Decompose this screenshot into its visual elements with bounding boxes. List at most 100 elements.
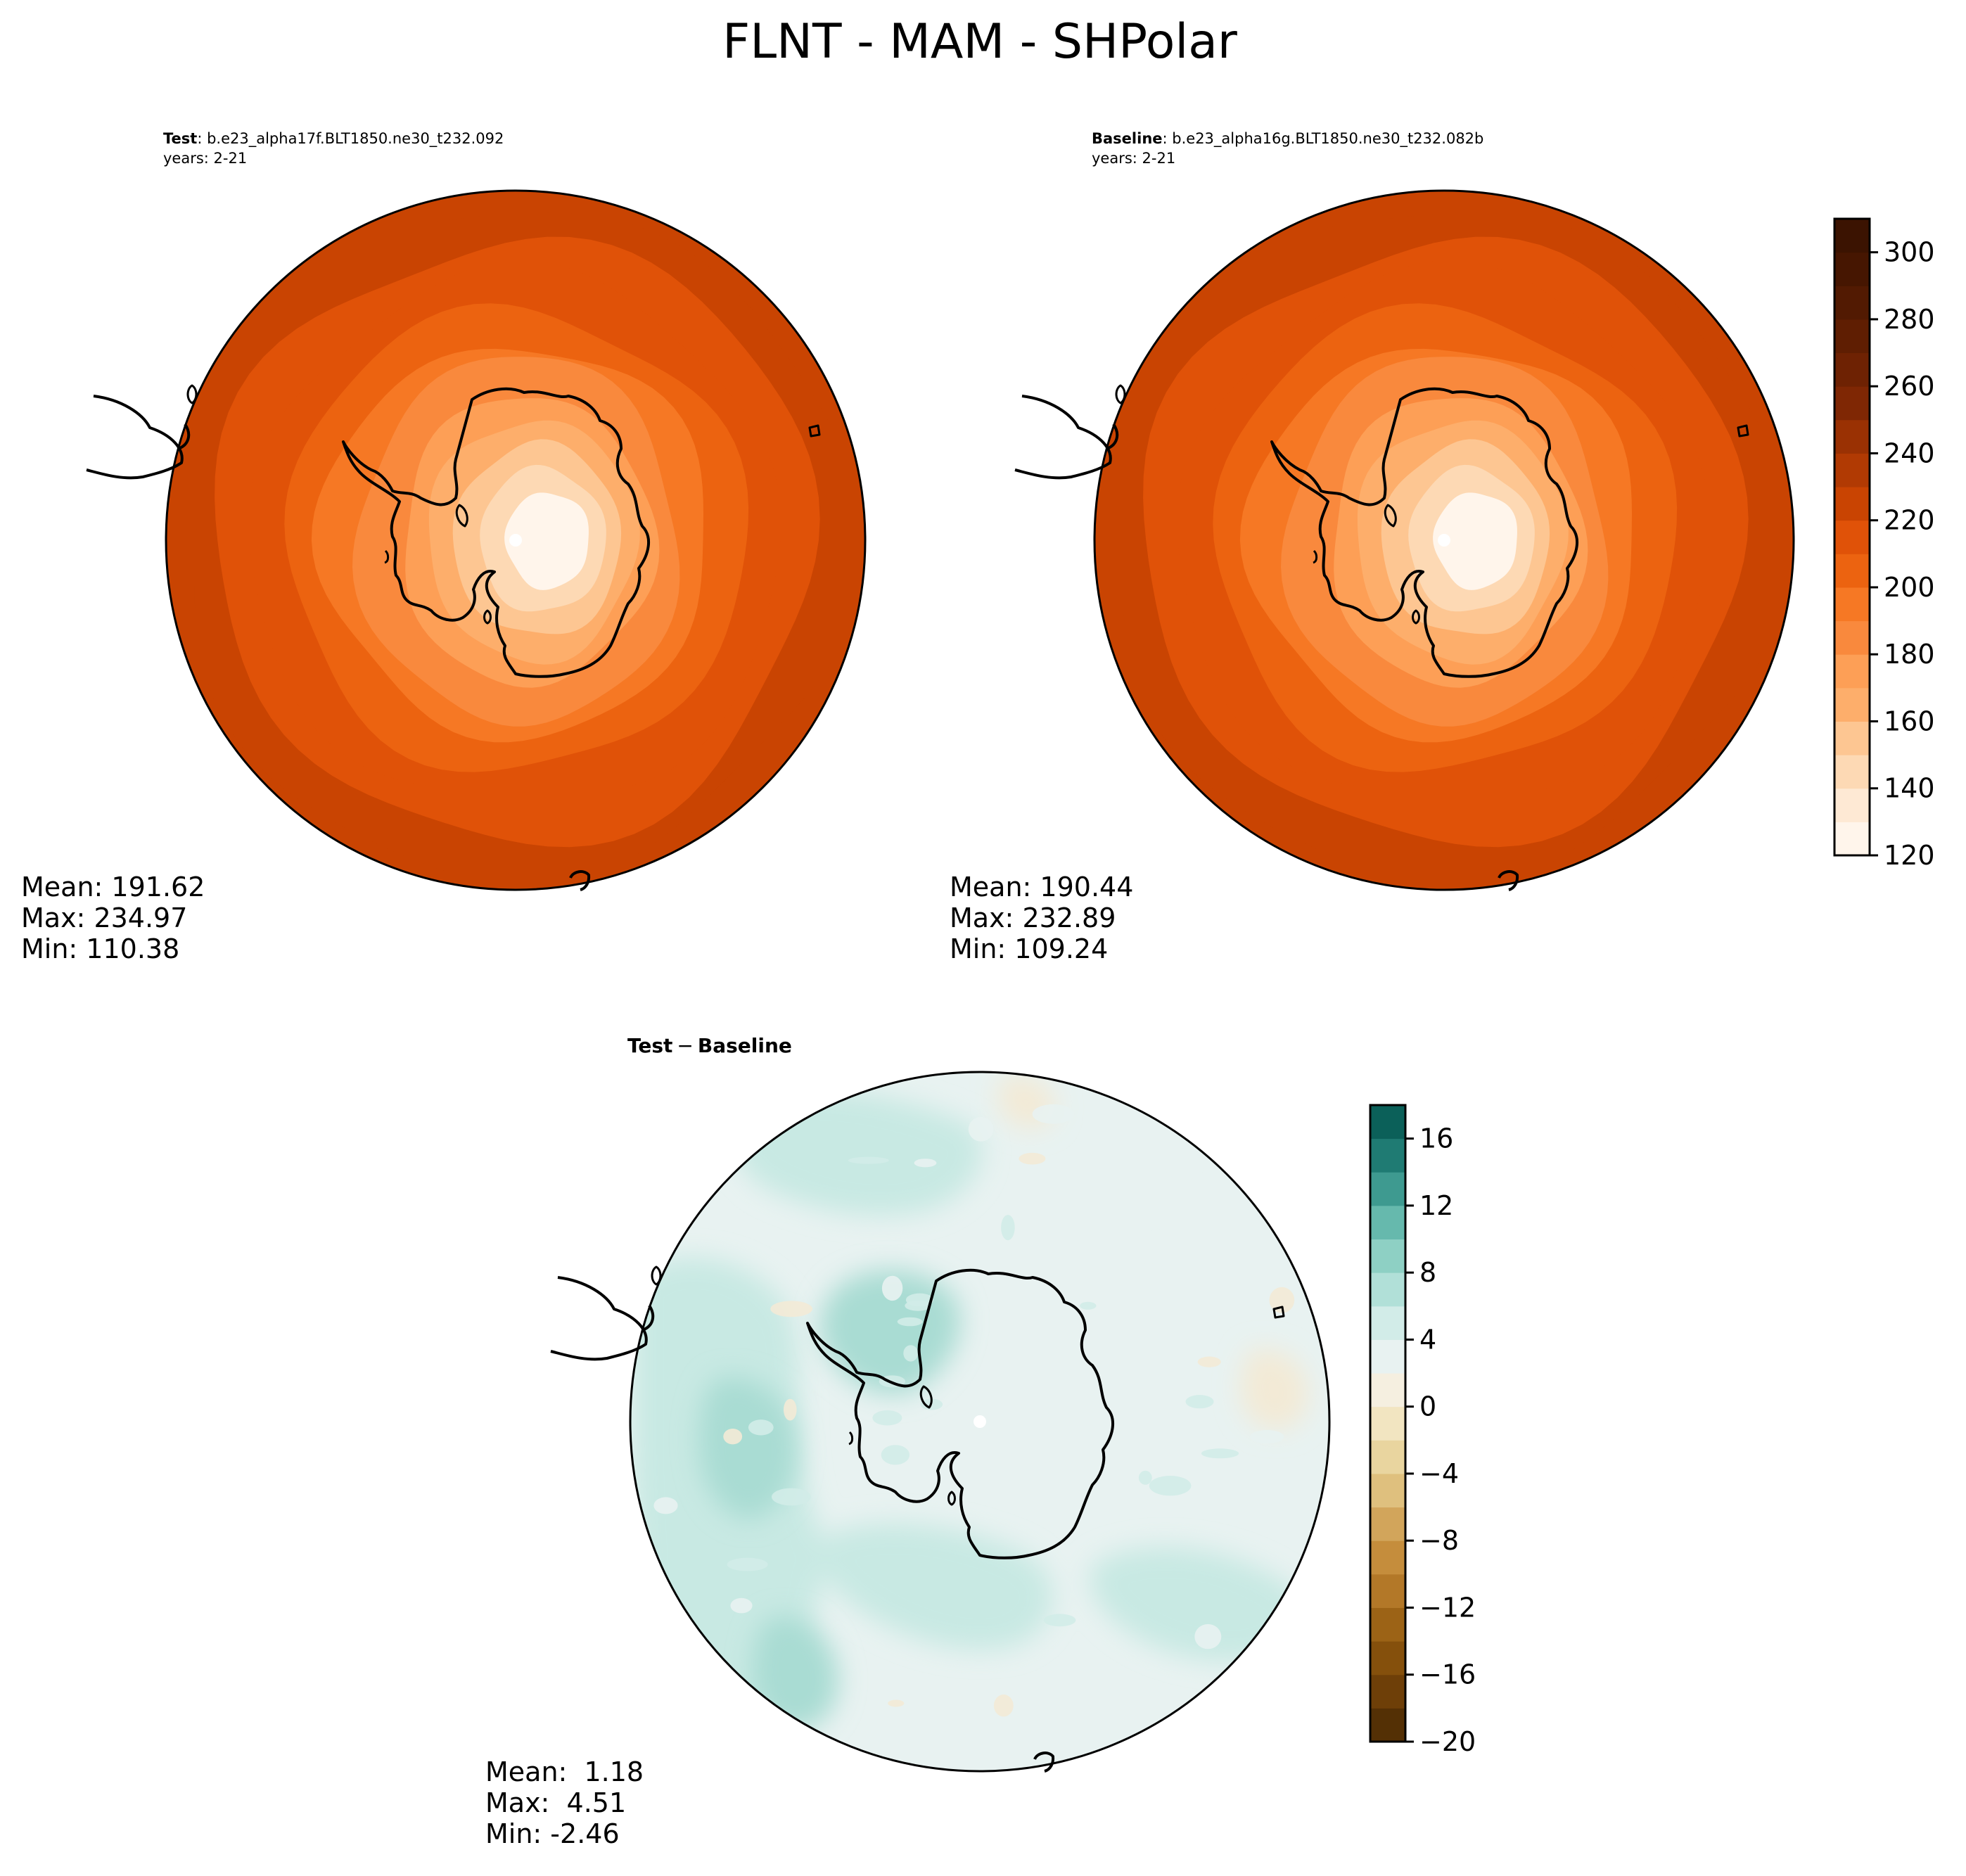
- difference-noise-cell: [881, 1445, 910, 1465]
- diff-patch-south: [819, 1523, 1053, 1650]
- field-colorbar-swatch-1: [1834, 788, 1870, 822]
- difference-noise-cell: [958, 1462, 992, 1483]
- difference-noise-cell: [1032, 1104, 1075, 1124]
- difference-noise-cell: [1134, 1263, 1164, 1278]
- test-max-stat: Max: 234.97: [21, 902, 187, 933]
- difference-noise-cell: [1194, 1623, 1222, 1650]
- difference-colorbar-tick-label-8: 12: [1419, 1190, 1453, 1221]
- difference-min-stat: Min: -2.46: [485, 1818, 620, 1849]
- baseline-min-stat: Min: 109.24: [950, 933, 1108, 964]
- test-case-name: : b.e23_alpha17f.BLT1850.ne30_t232.092: [197, 130, 504, 148]
- test-panel-header: Test: b.e23_alpha17f.BLT1850.ne30_t232.0…: [163, 130, 504, 148]
- difference-colorbar-tick-label-7: 8: [1419, 1257, 1436, 1288]
- baseline-max-stat: Max: 232.89: [950, 902, 1116, 933]
- difference-colorbar-tick-label-4: −4: [1419, 1458, 1459, 1489]
- field-colorbar-tick-label-4: 200: [1884, 572, 1935, 603]
- field-colorbar-swatch-12: [1834, 419, 1870, 454]
- field-colorbar-tick-label-3: 180: [1884, 639, 1935, 670]
- field-colorbar-swatch-8: [1834, 554, 1870, 588]
- field-colorbar-swatch-11: [1834, 453, 1870, 487]
- difference-noise-cell: [1043, 1614, 1076, 1627]
- field-colorbar-tick-label-1: 140: [1884, 773, 1935, 804]
- test-label: Test: [163, 130, 197, 147]
- field-colorbar-swatch-2: [1834, 755, 1870, 789]
- difference-label-test: Test: [627, 1034, 672, 1057]
- field-colorbar-tick-label-0: 120: [1884, 840, 1935, 871]
- difference-noise-cell: [1249, 1430, 1284, 1444]
- difference-noise-cell: [748, 1419, 774, 1436]
- test-map: [166, 191, 865, 890]
- difference-noise-cell: [1019, 1152, 1046, 1165]
- difference-noise-cell: [968, 1116, 994, 1142]
- field-colorbar-tick-label-8: 280: [1884, 304, 1935, 335]
- baseline-years: years: 2-21: [1092, 150, 1175, 167]
- difference-noise-cell: [653, 1497, 678, 1514]
- difference-panel: Test − Baseline M: [485, 1034, 1476, 1849]
- field-colorbar-tick-label-5: 220: [1884, 505, 1935, 536]
- difference-colorbar-swatch-13: [1370, 1272, 1405, 1307]
- baseline-panel-header: Baseline: b.e23_alpha16g.BLT1850.ne30_t2…: [1092, 130, 1483, 148]
- baseline-panel: Baseline: b.e23_alpha16g.BLT1850.ne30_t2…: [950, 130, 1935, 964]
- difference-colorbar-tick-label-3: −8: [1419, 1525, 1459, 1556]
- difference-noise-cell: [1166, 1158, 1204, 1180]
- difference-noise-cell: [905, 1293, 934, 1307]
- field-colorbar-swatch-4: [1834, 687, 1870, 722]
- diff-strong-patch-3: [753, 1616, 838, 1730]
- difference-colorbar-swatch-15: [1370, 1205, 1405, 1240]
- difference-colorbar-swatch-1: [1370, 1674, 1405, 1709]
- diff-strong-patch-2: [698, 1377, 796, 1519]
- test-field-rings: [166, 191, 865, 890]
- test-panel: Test: b.e23_alpha17f.BLT1850.ne30_t232.0…: [21, 130, 867, 964]
- difference-colorbar-swatch-14: [1370, 1239, 1405, 1273]
- test-mean-stat: Mean: 191.62: [21, 872, 205, 902]
- difference-noise-cell: [730, 1597, 753, 1614]
- difference-noise-cell: [1149, 1476, 1192, 1496]
- difference-noise-cell: [770, 1301, 812, 1317]
- field-colorbar-tick-label-6: 240: [1884, 438, 1935, 468]
- difference-noise-cell: [1044, 1460, 1066, 1469]
- difference-noise-cell: [1148, 1227, 1164, 1251]
- difference-noise-cell: [784, 1398, 797, 1421]
- difference-colorbar: −20 −16 −12 −8 −4 0 4 8 12 16: [1369, 1104, 1476, 1757]
- difference-noise-cell: [881, 1275, 903, 1301]
- difference-colorbar-swatch-2: [1370, 1641, 1405, 1676]
- difference-noise-cell: [888, 1699, 905, 1707]
- difference-map-boundary: [629, 1071, 1331, 1773]
- difference-noise-cell: [1138, 1470, 1152, 1485]
- field-colorbar-tick-label-7: 260: [1884, 371, 1935, 402]
- difference-colorbar-swatch-9: [1370, 1406, 1405, 1441]
- difference-colorbar-swatch-8: [1370, 1440, 1405, 1474]
- diff-negative-patch-1: [1240, 1349, 1308, 1430]
- difference-minus-sign: −: [677, 1034, 693, 1057]
- difference-colorbar-swatch-18: [1370, 1105, 1405, 1140]
- pole-marker: [509, 534, 522, 547]
- test-map-boundary: [165, 189, 867, 891]
- field-colorbar-swatch-13: [1834, 386, 1870, 421]
- difference-noise-cell: [848, 1156, 889, 1164]
- difference-noise-cell: [772, 1488, 811, 1506]
- field-colorbar-swatch-9: [1834, 520, 1870, 554]
- figure-title: FLNT - MAM - SHPolar: [722, 14, 1237, 70]
- difference-noise-cell: [1001, 1215, 1015, 1241]
- field-colorbar-swatch-16: [1834, 286, 1870, 320]
- field-contour-level-11: [1433, 492, 1517, 590]
- difference-colorbar-swatch-11: [1370, 1339, 1405, 1374]
- difference-colorbar-swatch-17: [1370, 1138, 1405, 1173]
- baseline-mean-stat: Mean: 190.44: [950, 872, 1133, 902]
- field-colorbar-swatch-10: [1834, 487, 1870, 521]
- baseline-map: [1094, 191, 1794, 890]
- field-colorbar-swatch-0: [1834, 822, 1870, 856]
- difference-colorbar-tick-label-5: 0: [1419, 1391, 1436, 1422]
- difference-noise-cell: [1185, 1395, 1214, 1409]
- difference-noise-cell: [1197, 1356, 1221, 1367]
- baseline-label: Baseline: [1092, 130, 1163, 147]
- pole-marker: [1438, 534, 1450, 547]
- field-colorbar-swatch-3: [1834, 721, 1870, 755]
- difference-noise-cell: [1201, 1448, 1239, 1459]
- baseline-case-name: : b.e23_alpha16g.BLT1850.ne30_t232.082b: [1163, 130, 1484, 148]
- difference-noise-cell: [1269, 1287, 1295, 1313]
- difference-colorbar-swatch-3: [1370, 1607, 1405, 1642]
- baseline-field-rings: [1094, 191, 1794, 890]
- field-colorbar-swatch-18: [1834, 219, 1870, 253]
- difference-noise-cells: [653, 1104, 1295, 1717]
